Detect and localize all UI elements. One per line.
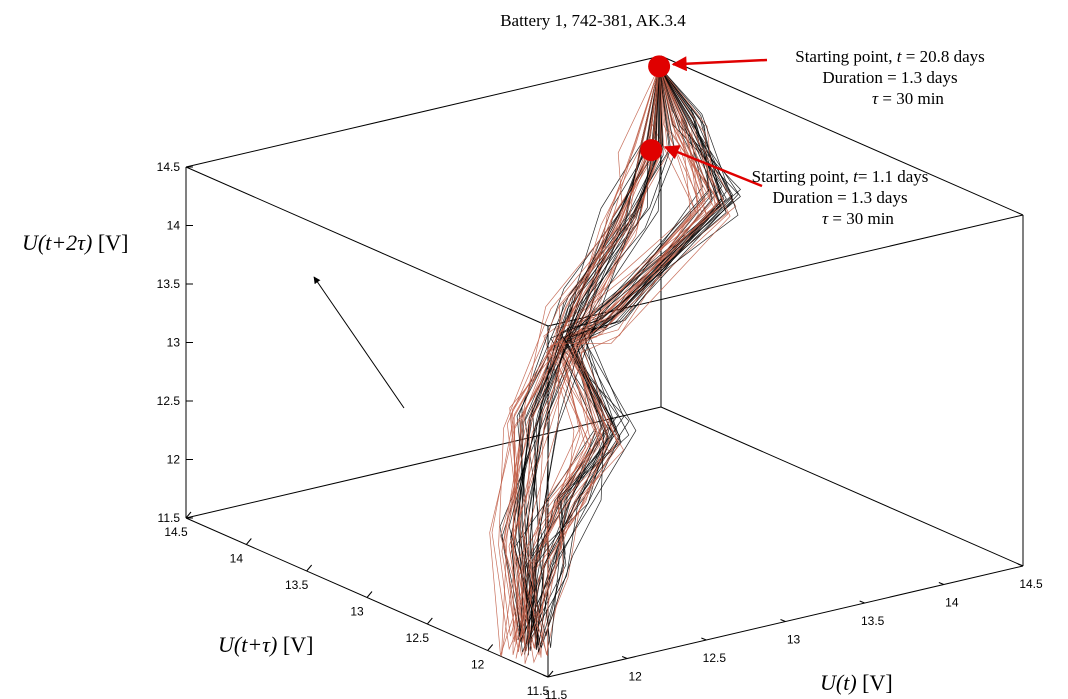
trajectory-cycle-40 bbox=[537, 66, 722, 648]
x-tick-3-mark bbox=[780, 619, 786, 622]
z-axis-label: U(t+2τ) [V] bbox=[22, 230, 128, 255]
trajectory-cycle-20 bbox=[531, 66, 734, 632]
trajectory-cycle-27 bbox=[503, 66, 729, 657]
x-tick-2-label: 12.5 bbox=[703, 651, 727, 665]
x-tick-1-mark bbox=[621, 656, 628, 659]
trajectory-cycle-41 bbox=[528, 66, 699, 658]
x-tick-1-label: 12 bbox=[628, 670, 642, 684]
z-tick-0-label: 11.5 bbox=[158, 511, 181, 525]
trajectory-cycle-14 bbox=[530, 66, 727, 637]
y-tick-6-label: 14.5 bbox=[164, 525, 188, 539]
trajectory-cycle-42 bbox=[508, 66, 739, 649]
box-edge-6 bbox=[660, 55, 1024, 216]
axis-ticks: 11.51212.51313.51414.511.51212.51313.514… bbox=[157, 160, 1043, 699]
trajectory-cycle-38 bbox=[530, 66, 727, 640]
z-tick-3-label: 13 bbox=[167, 336, 181, 350]
z-tick-2-label: 12.5 bbox=[157, 394, 181, 408]
annotations bbox=[313, 55, 768, 409]
trajectory-cycle-45 bbox=[523, 66, 712, 664]
annotation-start-late: Starting point, t = 20.8 days Duration = … bbox=[795, 47, 985, 108]
trajectory-cycle-44 bbox=[530, 66, 733, 653]
z-tick-6-label: 14.5 bbox=[157, 160, 181, 174]
x-tick-3-label: 13 bbox=[787, 633, 801, 647]
trajectory-cycle-36 bbox=[513, 66, 709, 646]
chart-title: Battery 1, 742-381, AK.3.4 bbox=[500, 11, 686, 30]
y-tick-1-label: 12 bbox=[471, 658, 485, 672]
trajectory-cycle-18 bbox=[510, 66, 739, 636]
trajectory-lines bbox=[489, 66, 742, 664]
box-edge-5 bbox=[185, 166, 549, 327]
y-tick-2-mark bbox=[426, 617, 433, 625]
box-edge-7 bbox=[185, 55, 662, 168]
y-tick-5-mark bbox=[245, 538, 252, 545]
x-tick-4-label: 13.5 bbox=[861, 614, 885, 628]
y-tick-5-label: 14 bbox=[230, 552, 244, 566]
x-tick-0-label: 11.5 bbox=[545, 688, 568, 699]
y-tick-2-label: 12.5 bbox=[406, 631, 430, 645]
y-tick-0-label: 11.5 bbox=[527, 684, 550, 698]
x-tick-5-mark bbox=[938, 582, 945, 585]
y-tick-0-mark bbox=[547, 670, 554, 678]
trajectory-cycle-17 bbox=[504, 66, 724, 645]
y-tick-4-label: 13.5 bbox=[285, 578, 309, 592]
box-edge-3 bbox=[185, 406, 662, 519]
annotation-start-early: Starting point, t= 1.1 days Duration = 1.… bbox=[752, 167, 929, 228]
start-arrow-early bbox=[663, 145, 763, 188]
y-axis-label: U(t+τ) [V] bbox=[218, 632, 313, 657]
trajectory-cycle-25 bbox=[511, 66, 699, 656]
x-tick-4-mark bbox=[859, 600, 865, 604]
z-tick-4-label: 13.5 bbox=[157, 277, 181, 291]
y-tick-6-mark bbox=[185, 511, 192, 519]
x-tick-2-mark bbox=[701, 637, 707, 641]
y-tick-4-mark bbox=[306, 564, 313, 572]
y-tick-3-mark bbox=[366, 591, 373, 598]
trajectory-cycle-43 bbox=[511, 66, 731, 657]
y-tick-3-label: 13 bbox=[350, 605, 364, 619]
box-edge-2 bbox=[660, 406, 1024, 567]
x-tick-5-label: 14 bbox=[945, 596, 959, 610]
x-axis-label: U(t) [V] bbox=[820, 670, 893, 695]
start-arrow-late bbox=[671, 56, 768, 72]
y-tick-1-mark bbox=[487, 644, 494, 651]
trajectory-cycle-34 bbox=[518, 66, 741, 636]
x-tick-6-label: 14.5 bbox=[1019, 577, 1043, 591]
trajectory-cycle-39 bbox=[513, 66, 716, 664]
trajectory-cycle-19 bbox=[510, 66, 706, 643]
x-tick-6-mark bbox=[1017, 563, 1024, 567]
start-marker-late bbox=[648, 55, 671, 78]
axes-box bbox=[185, 55, 1024, 678]
direction-arrow bbox=[313, 276, 405, 409]
start-marker-early bbox=[640, 139, 663, 162]
x-tick-0-mark bbox=[542, 674, 549, 678]
z-tick-5-label: 14 bbox=[167, 219, 181, 233]
z-tick-1-label: 12 bbox=[167, 453, 181, 467]
